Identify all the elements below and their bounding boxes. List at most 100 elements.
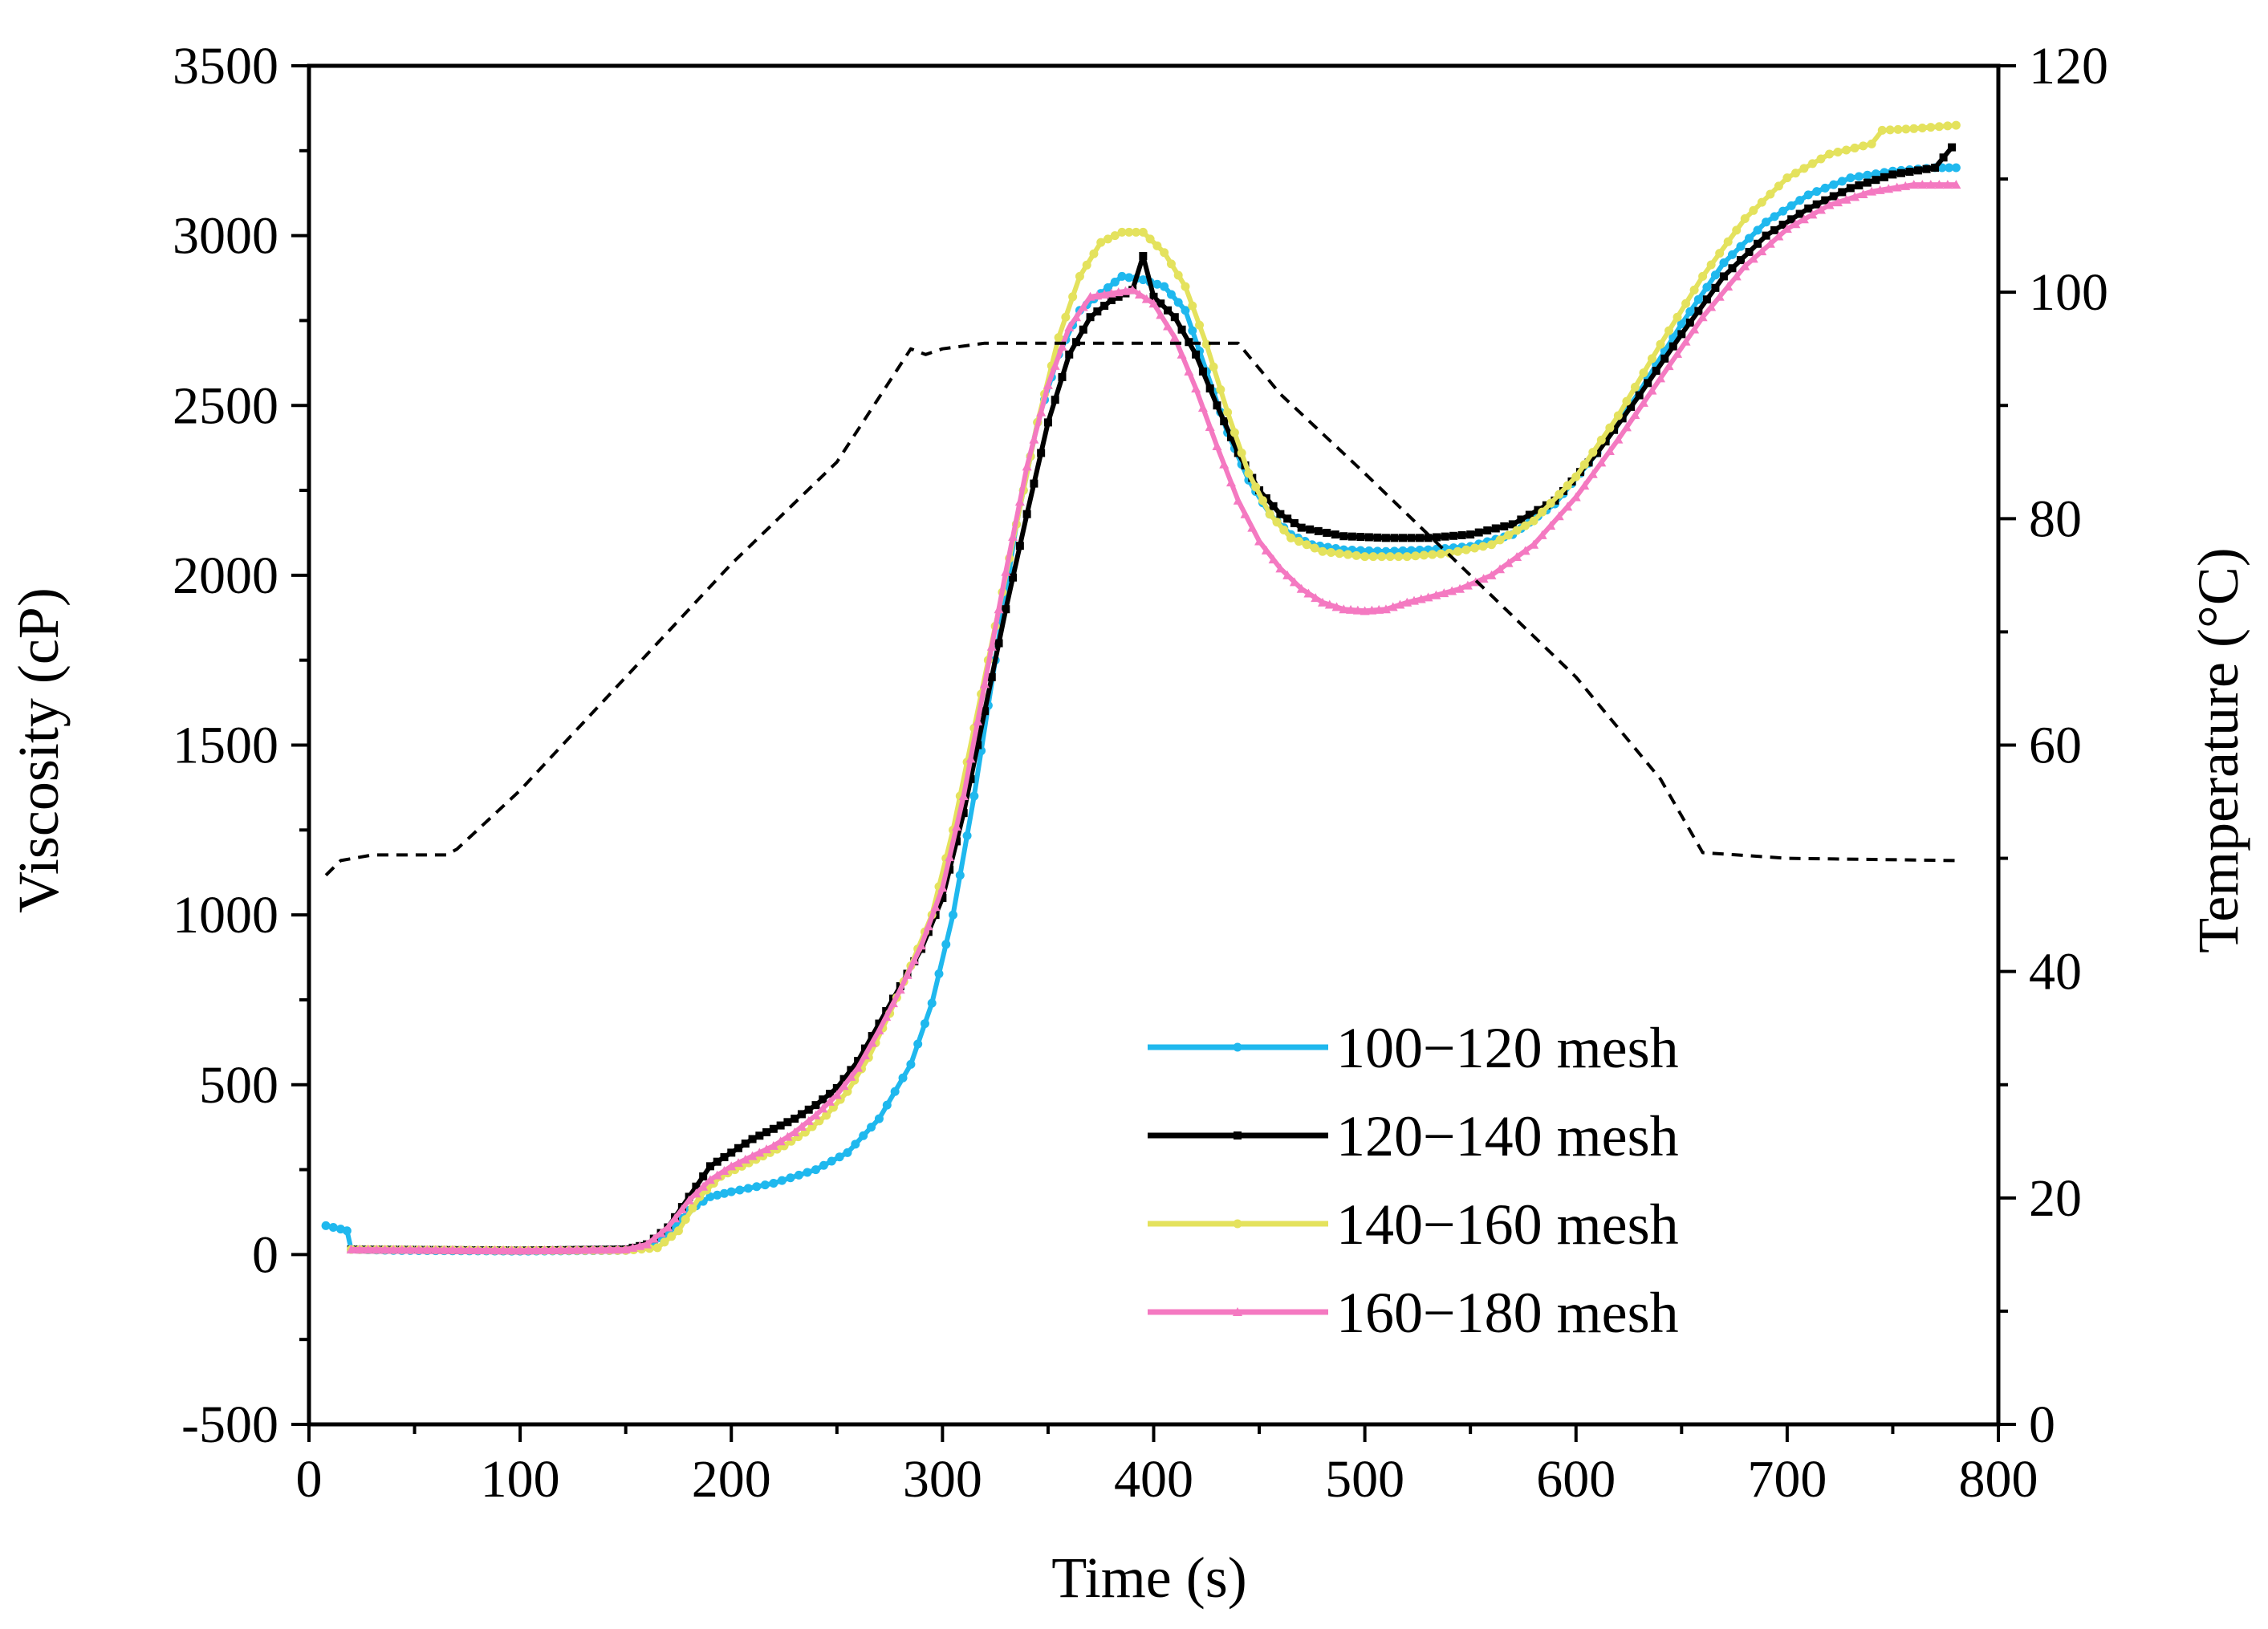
data-point [1731,271,1742,281]
data-point [571,1245,582,1254]
data-point [1934,122,1944,132]
data-point [342,1226,352,1236]
data-point [1296,583,1307,593]
data-point [1495,564,1506,574]
data-point [1714,291,1725,301]
data-point [1230,428,1239,437]
temperature-line [324,341,1957,877]
data-point [1050,360,1060,370]
data-point [1258,496,1267,506]
data-point [1314,526,1323,535]
data-point [890,1087,900,1096]
data-point [986,641,997,651]
data-point [867,1038,877,1047]
data-point [1842,145,1851,155]
data-point [1128,285,1138,295]
data-point [1461,545,1471,555]
data-point [1833,148,1843,157]
data-point [1156,299,1165,308]
data-point [1388,602,1398,611]
data-point [1837,177,1847,186]
data-point [1656,373,1665,383]
data-point [747,1151,758,1160]
data-point [1096,238,1106,247]
data-point [1685,307,1695,316]
data-point [612,1245,623,1254]
data-point [405,1245,416,1254]
data-point [355,1245,365,1254]
data-point [673,1226,683,1236]
data-point [868,1032,876,1041]
data-point [1838,188,1847,197]
data-point [1765,238,1775,248]
data-point [1934,180,1945,189]
data-point [1754,239,1762,248]
data-point [699,1172,708,1181]
data-point [782,1131,793,1141]
data-point [1233,1219,1242,1229]
data-point [688,1204,697,1213]
data-point [1774,181,1783,191]
x-tick-label: 300 [903,1450,982,1509]
data-point [987,672,996,681]
y-axis-title: Viscosity (cP) [6,587,71,913]
x-tick-label: 800 [1959,1450,2038,1509]
data-point [1205,422,1215,432]
data-point [1233,1042,1242,1052]
data-point [994,639,1003,648]
data-point [965,754,976,763]
data-point [1908,180,1919,189]
data-point [1812,187,1822,197]
data-point [1693,295,1703,304]
data-point [1579,481,1590,490]
data-point [1546,521,1556,530]
data-point [1846,173,1855,183]
data-point [839,1074,848,1083]
data-point [1635,391,1644,400]
data-point [1152,241,1162,250]
data-point [1491,524,1500,533]
data-point [1829,192,1838,201]
data-point [1254,536,1265,546]
data-point [1710,270,1720,280]
data-point [1058,372,1067,381]
data-point [1630,410,1640,420]
data-point [1132,227,1141,237]
x-tick-label: 700 [1747,1450,1827,1509]
data-point [1795,209,1804,218]
data-point [1416,534,1425,542]
data-point [1385,552,1395,562]
data-point [769,1178,778,1188]
data-point [949,910,958,920]
data-point [1804,204,1813,213]
data-point [1138,227,1148,237]
data-point [973,741,982,750]
data-point [827,1156,836,1166]
data-point [1719,272,1728,281]
x-tick-label: 100 [481,1450,560,1509]
data-point [1821,196,1830,205]
data-point [898,1073,908,1083]
data-point [994,604,1004,614]
data-point [1092,290,1103,300]
data-point [1381,534,1390,542]
data-point [1795,196,1805,205]
data-point [832,1083,841,1092]
data-point [380,1245,390,1254]
data-point [1160,282,1169,291]
data-point [1745,234,1754,243]
data-point [1673,348,1683,358]
data-point [895,985,905,994]
data-point [1106,288,1116,298]
data-point [1698,271,1708,281]
data-point [843,1148,852,1157]
data-point [1942,180,1953,189]
data-point [811,1110,821,1119]
data-point [1356,533,1365,542]
data-point [1571,472,1581,481]
data-point [1529,516,1538,526]
data-point [670,1213,681,1223]
data-point [803,1168,812,1177]
data-point [851,1139,860,1149]
data-point [1736,242,1746,251]
